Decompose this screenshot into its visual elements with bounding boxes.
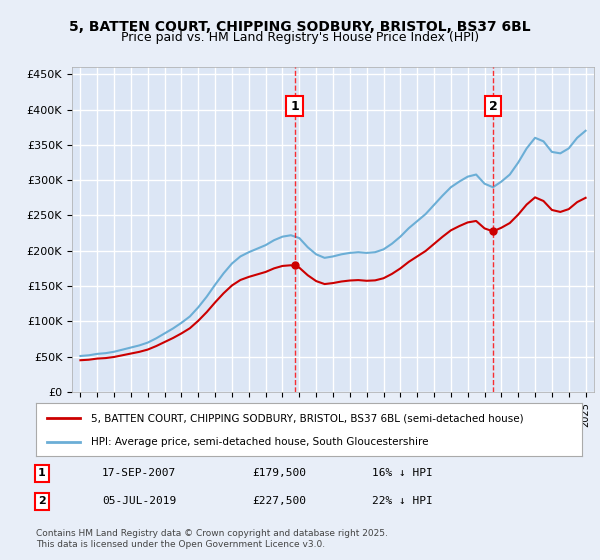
Text: HPI: Average price, semi-detached house, South Gloucestershire: HPI: Average price, semi-detached house,… bbox=[91, 436, 428, 446]
Text: Contains HM Land Registry data © Crown copyright and database right 2025.
This d: Contains HM Land Registry data © Crown c… bbox=[36, 529, 388, 549]
Text: 22% ↓ HPI: 22% ↓ HPI bbox=[372, 496, 433, 506]
Text: 17-SEP-2007: 17-SEP-2007 bbox=[102, 468, 176, 478]
Text: Price paid vs. HM Land Registry's House Price Index (HPI): Price paid vs. HM Land Registry's House … bbox=[121, 31, 479, 44]
Text: 1: 1 bbox=[290, 100, 299, 113]
Text: £227,500: £227,500 bbox=[252, 496, 306, 506]
Text: 2: 2 bbox=[38, 496, 46, 506]
Text: 5, BATTEN COURT, CHIPPING SODBURY, BRISTOL, BS37 6BL: 5, BATTEN COURT, CHIPPING SODBURY, BRIST… bbox=[69, 20, 531, 34]
Text: 05-JUL-2019: 05-JUL-2019 bbox=[102, 496, 176, 506]
Text: £179,500: £179,500 bbox=[252, 468, 306, 478]
Text: 1: 1 bbox=[38, 468, 46, 478]
Text: 16% ↓ HPI: 16% ↓ HPI bbox=[372, 468, 433, 478]
Text: 2: 2 bbox=[489, 100, 497, 113]
Text: 5, BATTEN COURT, CHIPPING SODBURY, BRISTOL, BS37 6BL (semi-detached house): 5, BATTEN COURT, CHIPPING SODBURY, BRIST… bbox=[91, 413, 523, 423]
